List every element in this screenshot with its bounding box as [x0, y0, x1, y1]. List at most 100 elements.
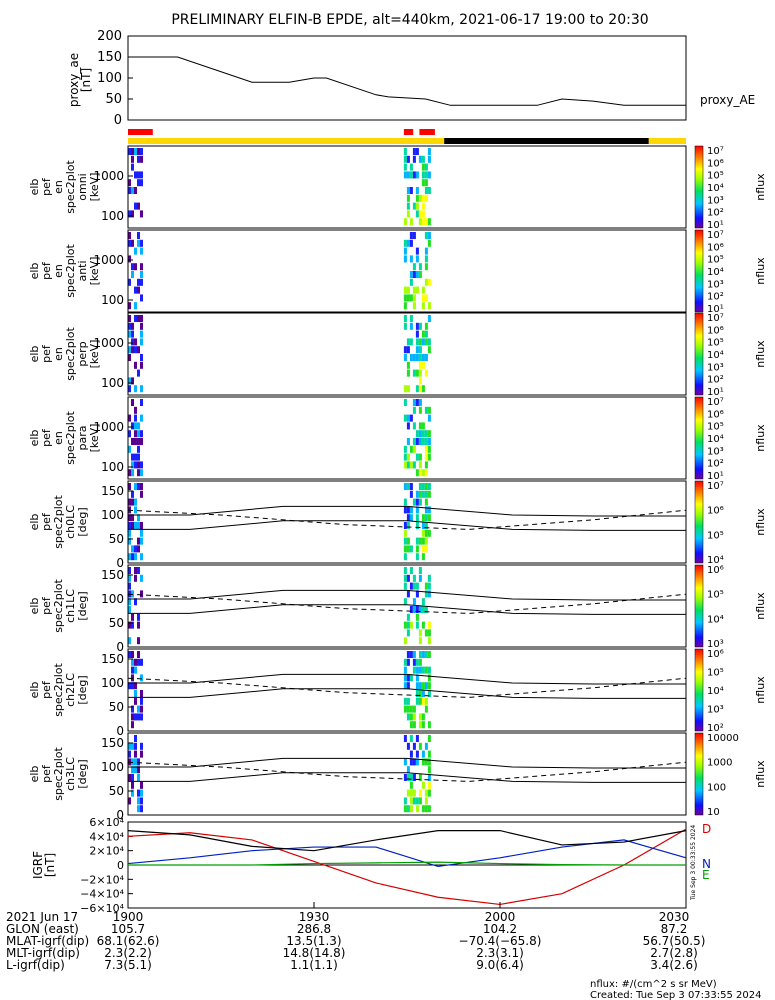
- spec-cell: [412, 705, 416, 713]
- igrf-tick-label-0: 6×10⁴: [89, 816, 124, 829]
- spec-cell: [412, 399, 416, 407]
- spec-cell: [406, 438, 410, 446]
- spec-cell: [412, 202, 416, 210]
- spec-cell: [131, 453, 134, 461]
- colorbar-4: [694, 480, 704, 564]
- colorbar-0-tick-6: 10¹: [707, 220, 724, 231]
- spec-cell: [418, 651, 422, 659]
- colorbar-5-tick-1: 10⁵: [707, 590, 724, 601]
- colorbar-5-tick-2: 10⁴: [707, 614, 724, 625]
- spec-cell: [134, 438, 137, 446]
- ephem-label-3: MLT-igrf(dip): [6, 946, 80, 960]
- spec-cell: [137, 315, 140, 323]
- spec-cell: [137, 789, 140, 797]
- spec-cell: [128, 255, 131, 263]
- colorbar-1-tick-0: 10⁷: [707, 230, 724, 241]
- colorbar-7-tick-1: 1000: [707, 758, 732, 769]
- spec-cell: [403, 666, 407, 674]
- status-marker-1: [403, 129, 414, 135]
- spec-cell: [137, 797, 140, 805]
- spec-cell: [403, 354, 407, 362]
- spec-panel-1-ylabel-3: spec2plot: [64, 244, 77, 298]
- igrf-series-label-D: D: [702, 822, 711, 836]
- spec-cell: [403, 658, 407, 666]
- spec-cell: [128, 742, 131, 750]
- spec-cell: [403, 567, 407, 575]
- colorbar-3-tick-1: 10⁶: [707, 409, 724, 420]
- spec-panel-5-tick-2: 50: [109, 616, 124, 630]
- spec-cell: [137, 422, 140, 430]
- ephem-2-0: 68.1(62.6): [97, 934, 160, 948]
- spec-cell: [140, 330, 143, 338]
- spec-cell: [403, 294, 407, 302]
- spec-cell: [415, 338, 419, 346]
- spec-panel-7-tick-0: 150: [101, 736, 124, 750]
- spec-panel-4-ylabel-4: [deg]: [76, 507, 89, 536]
- spec-cell: [427, 666, 431, 674]
- spec-cell: [128, 682, 131, 690]
- spec-cell: [415, 682, 419, 690]
- spec-cell: [421, 545, 425, 553]
- spec-panel-2-ylabel-4: perp: [76, 341, 89, 366]
- spec-cell: [415, 210, 419, 218]
- spec-cell: [140, 239, 143, 247]
- spec-cell: [140, 171, 143, 179]
- spec-cell: [421, 302, 425, 310]
- spec-cell: [406, 453, 410, 461]
- spec-cell: [137, 613, 140, 621]
- spec-cell: [409, 187, 413, 195]
- colorbar-1-label: nflux: [754, 257, 767, 285]
- spec-cell: [412, 422, 416, 430]
- lc-lower-line-5: [128, 604, 686, 615]
- spec-cell: [412, 658, 416, 666]
- spec-cell: [406, 210, 410, 218]
- spec-cell: [131, 399, 134, 407]
- spec-cell: [128, 637, 131, 645]
- spec-cell: [403, 255, 407, 263]
- spec-cell: [424, 651, 428, 659]
- spec-cell: [140, 338, 143, 346]
- spec-cell: [140, 438, 143, 446]
- spec-cell: [418, 629, 422, 637]
- ephem-label-0: 2021 Jun 17: [6, 910, 78, 924]
- spec-cell: [424, 187, 428, 195]
- spec-panel-frame-5: [127, 564, 687, 648]
- spec-cell: [134, 263, 137, 271]
- spec-cell: [418, 567, 422, 575]
- status-segment-1: [444, 138, 649, 144]
- spec-cell: [406, 239, 410, 247]
- spec-cell: [412, 742, 416, 750]
- spec-cell: [137, 445, 140, 453]
- spec-cell: [421, 522, 425, 530]
- spec-cell: [403, 598, 407, 606]
- colorbar-1-tick-3: 10⁴: [707, 267, 724, 278]
- spec-cell: [421, 621, 425, 629]
- spec-cell: [424, 255, 428, 263]
- spec-cell: [140, 210, 143, 218]
- colorbar-3: [694, 396, 704, 480]
- spec-cell: [418, 406, 422, 414]
- spec-cell: [421, 338, 425, 346]
- spec-cell: [412, 721, 416, 729]
- spec-cell: [409, 163, 413, 171]
- igrf-tick-label-1: 4×10⁴: [89, 830, 124, 843]
- spec-cell: [140, 247, 143, 255]
- spec-cell: [427, 239, 431, 247]
- spec-cell: [424, 682, 428, 690]
- spec-cell: [131, 621, 134, 629]
- igrf-ylabel: IGRF[nT]: [31, 851, 57, 879]
- spec-cell: [403, 506, 407, 514]
- spec-panel-6-tick-1: 100: [101, 676, 124, 690]
- spec-cell: [140, 263, 143, 271]
- spec-cell: [403, 414, 407, 422]
- spec-cell: [424, 338, 428, 346]
- spec-cell: [131, 271, 134, 279]
- spec-cell: [134, 498, 137, 506]
- spec-cell: [418, 658, 422, 666]
- spec-cell: [134, 202, 137, 210]
- spec-cell: [415, 322, 419, 330]
- spec-cell: [406, 742, 410, 750]
- spec-cell: [409, 750, 413, 758]
- spec-cell: [128, 750, 131, 758]
